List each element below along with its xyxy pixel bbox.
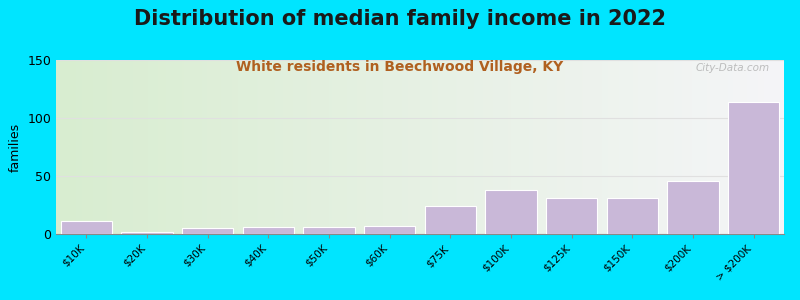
Bar xyxy=(546,198,598,234)
Bar xyxy=(242,227,294,234)
Bar xyxy=(486,190,537,234)
Y-axis label: families: families xyxy=(9,122,22,172)
Bar xyxy=(61,221,112,234)
Bar xyxy=(303,227,354,234)
Bar xyxy=(728,102,779,234)
Text: Distribution of median family income in 2022: Distribution of median family income in … xyxy=(134,9,666,29)
Bar xyxy=(667,181,718,234)
Bar xyxy=(122,232,173,234)
Text: White residents in Beechwood Village, KY: White residents in Beechwood Village, KY xyxy=(236,60,564,74)
Bar xyxy=(182,228,234,234)
Bar xyxy=(606,198,658,234)
Bar xyxy=(425,206,476,234)
Text: City-Data.com: City-Data.com xyxy=(695,64,770,74)
Bar xyxy=(364,226,415,234)
